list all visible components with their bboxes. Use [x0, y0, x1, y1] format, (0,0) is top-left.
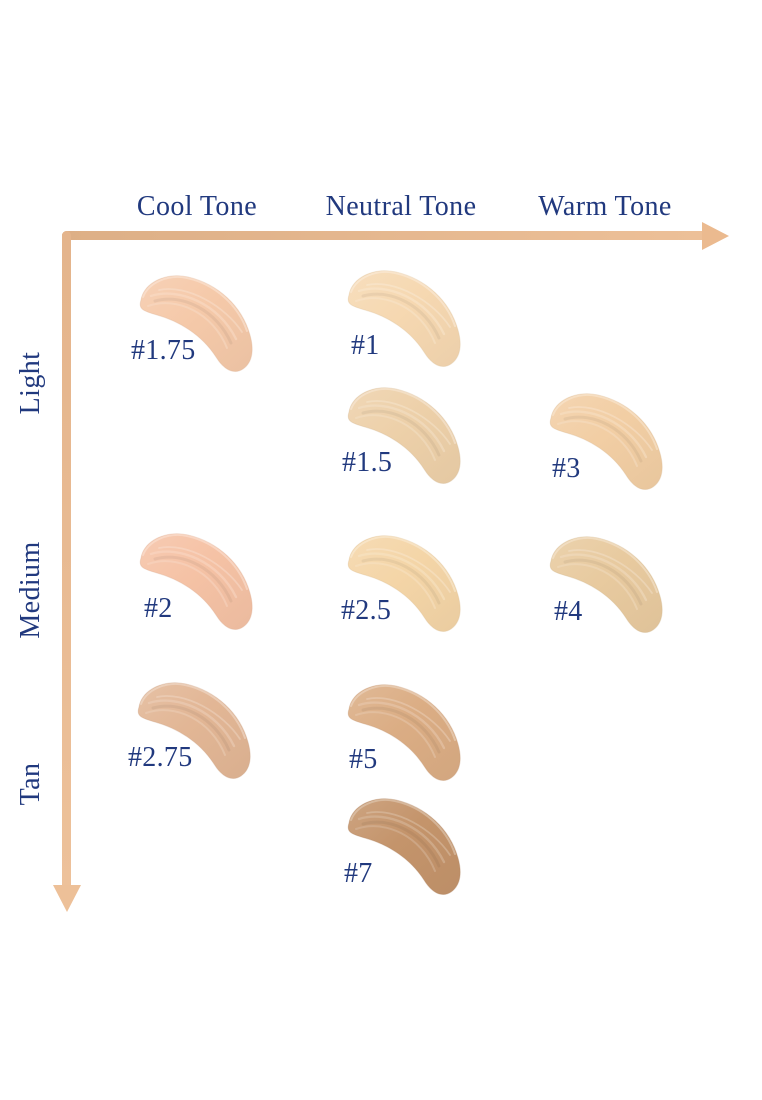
foundation-smear-icon	[347, 684, 461, 781]
foundation-swatch: #4	[537, 530, 677, 640]
y-axis-arrowhead-icon	[53, 885, 81, 912]
foundation-swatch: #2	[127, 527, 267, 637]
shade-label: #5	[349, 744, 378, 775]
x-axis-label-cool-tone: Cool Tone	[136, 191, 258, 222]
x-axis-label-warm-tone: Warm Tone	[538, 191, 672, 222]
y-axis-label-medium: Medium	[15, 541, 46, 639]
foundation-swatch: #5	[335, 678, 475, 788]
shade-label: #2	[144, 593, 173, 624]
foundation-swatch: #7	[335, 792, 475, 902]
y-axis-label-tan: Tan	[15, 762, 46, 806]
shade-label: #4	[554, 596, 583, 627]
foundation-smear-icon	[139, 533, 253, 630]
shade-label: #1	[351, 330, 380, 361]
foundation-smear-icon	[347, 387, 461, 484]
foundation-smear-icon	[549, 536, 663, 633]
y-axis-label-light: Light	[15, 351, 46, 415]
y-axis-arrow-shaft	[62, 231, 71, 886]
shade-label: #2.75	[128, 742, 193, 773]
shade-label: #1.75	[131, 335, 196, 366]
foundation-swatch: #3	[537, 387, 677, 497]
shade-label: #3	[552, 453, 581, 484]
foundation-smear-icon	[137, 682, 251, 779]
foundation-smear-icon	[139, 275, 253, 372]
x-axis-label-neutral-tone: Neutral Tone	[325, 191, 477, 222]
shade-label: #2.5	[341, 595, 392, 626]
foundation-swatch: #1.75	[127, 269, 267, 379]
shade-label: #7	[344, 858, 373, 889]
foundation-swatch: #2.75	[125, 676, 265, 786]
foundation-swatch: #2.5	[335, 529, 475, 639]
x-axis-arrow-shaft	[62, 231, 703, 240]
foundation-smear-icon	[347, 798, 461, 895]
shade-label: #1.5	[342, 447, 393, 478]
foundation-smear-icon	[549, 393, 663, 490]
foundation-swatch: #1	[335, 264, 475, 374]
foundation-swatch: #1.5	[335, 381, 475, 491]
x-axis-arrowhead-icon	[702, 222, 729, 250]
foundation-smear-icon	[347, 535, 461, 632]
foundation-smear-icon	[347, 270, 461, 367]
